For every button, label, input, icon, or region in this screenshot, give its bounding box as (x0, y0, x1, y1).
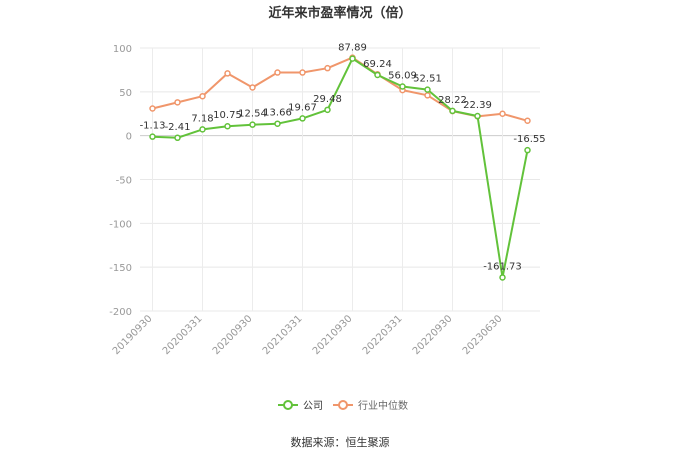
legend-item-company[interactable]: 公司 (278, 400, 323, 412)
series (149, 54, 531, 281)
x-tick-label: 20210930 (311, 313, 355, 357)
y-tick-label: -150 (109, 263, 132, 274)
company-data-label: -16.55 (513, 134, 545, 145)
company-point (349, 55, 356, 62)
company-data-label: 29.48 (313, 94, 342, 105)
company-point (449, 107, 456, 115)
company-point (424, 86, 431, 93)
y-tick-label: 100 (113, 44, 132, 55)
chart-title: 近年来市盈率情况（倍） (268, 5, 411, 21)
company-data-label: -2.41 (165, 122, 191, 133)
company-data-label: 52.51 (413, 74, 442, 85)
company-data-label: 13.66 (263, 108, 292, 119)
company-point (199, 126, 206, 133)
company-point (149, 133, 156, 140)
company-data-label: 28.22 (438, 95, 467, 106)
x-tick-label: 20220930 (411, 313, 455, 357)
industry-median-point (174, 99, 181, 106)
company-point (374, 71, 381, 79)
y-tick-label: -100 (109, 219, 132, 230)
company-data-label: 10.75 (213, 110, 242, 121)
legend-item-industry-median[interactable]: 行业中位数 (333, 399, 408, 412)
legend-company-label: 公司 (303, 401, 323, 412)
legend: 公司 行业中位数 (278, 399, 408, 412)
industry-median-point (424, 92, 431, 99)
industry-median-point (224, 70, 231, 77)
company-data-label: 12.54 (238, 109, 267, 120)
industry-median-point (299, 69, 306, 76)
company-data-label: -1.13 (140, 121, 166, 132)
industry-median-point (149, 105, 156, 112)
x-tick-label: 20200930 (211, 313, 255, 357)
y-tick-label: 0 (126, 132, 132, 143)
company-data-label: 87.89 (338, 43, 367, 54)
company-point (224, 122, 231, 130)
x-tick-label: 20230630 (461, 313, 505, 357)
industry-median-point (524, 117, 531, 125)
grid-lines (140, 47, 540, 312)
x-tick-label: 20190930 (111, 313, 155, 357)
company-point (499, 274, 506, 281)
company-line (152, 57, 529, 279)
y-tick-label: 50 (119, 88, 132, 99)
company-point (474, 112, 481, 120)
y-tick-label: -50 (116, 176, 132, 187)
company-data-label: -161.73 (483, 261, 522, 272)
industry-median-point (274, 69, 281, 76)
company-point (299, 115, 306, 122)
company-point (174, 134, 181, 142)
industry-median-point (499, 110, 506, 117)
industry-median-point (249, 84, 256, 91)
legend-company-marker (283, 400, 293, 410)
industry-median-point (199, 92, 206, 100)
y-tick-label: -200 (109, 307, 132, 318)
industry-median-point (324, 64, 331, 72)
source-note: 数据来源：恒生聚源 (291, 435, 390, 449)
company-data-label: 69.24 (363, 59, 392, 70)
company-point (324, 106, 331, 114)
industry-median-line (152, 56, 528, 122)
legend-industry-median-marker (338, 400, 348, 410)
company-point (524, 146, 531, 154)
x-tick-label: 20200331 (161, 313, 205, 357)
company-data-label: 56.09 (388, 70, 417, 81)
x-tick-label: 20210331 (261, 313, 305, 357)
company-data-label: 19.67 (288, 102, 317, 113)
company-data-label: 22.39 (463, 100, 492, 111)
company-point (274, 120, 281, 127)
x-tick-label: 20220331 (361, 313, 405, 357)
company-data-label: 7.18 (191, 113, 213, 124)
company-point (399, 83, 406, 90)
company-point (249, 121, 256, 128)
legend-industry-median-label: 行业中位数 (358, 399, 408, 412)
